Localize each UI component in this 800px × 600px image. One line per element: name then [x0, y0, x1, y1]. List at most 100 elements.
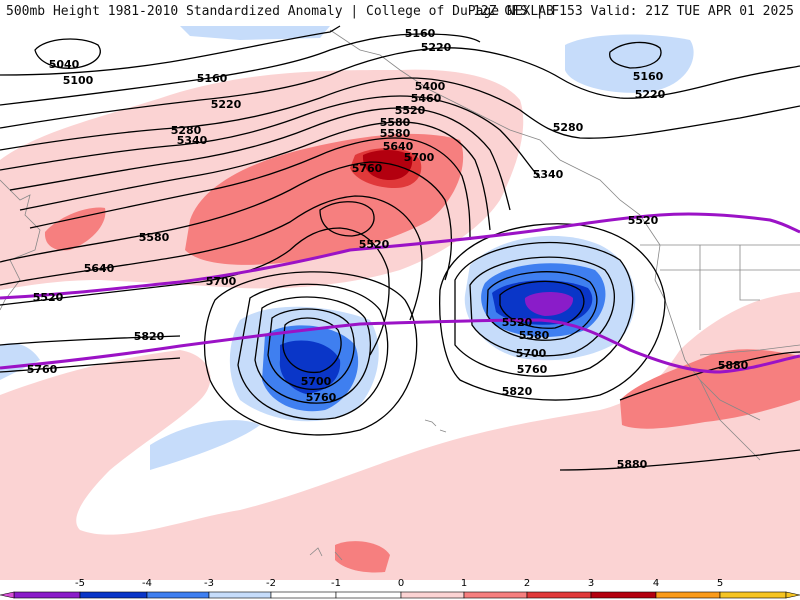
- contour-5040: [34, 38, 101, 69]
- contour-5760-south: [0, 357, 181, 373]
- colorbar-segment: [335, 591, 402, 599]
- contour-5760-east: [454, 241, 634, 377]
- shade-neg1-ne: [565, 34, 694, 93]
- contour-5700: [0, 227, 390, 356]
- shade-pos1-japan: [0, 190, 45, 270]
- contour-5640: [0, 195, 423, 321]
- shade-pos2-small: [335, 541, 390, 573]
- colorbar-tick-label: -2: [266, 578, 276, 589]
- contour-label: 5220: [635, 88, 666, 101]
- contour-label: 5160: [197, 72, 228, 85]
- contour-5340: [0, 95, 541, 179]
- coast-na-west: [639, 214, 761, 421]
- colorbar-segment: [79, 591, 148, 599]
- colorbar-segment: [208, 591, 272, 599]
- shade-neg1-tail: [150, 420, 260, 470]
- contour-label: 5340: [177, 134, 208, 147]
- colorbar-tick-label: 0: [398, 578, 404, 589]
- contour-5400: [9, 107, 511, 211]
- colorbar-tick-label: -4: [142, 578, 152, 589]
- map-valid-time: 12Z GFS | F153 Valid: 21Z TUE APR 01 202…: [473, 4, 794, 19]
- hawaii: [424, 419, 447, 433]
- contour-5640-east: [486, 271, 598, 341]
- contour-5580-center: [282, 317, 342, 373]
- contour-5880-east: [619, 351, 800, 401]
- contour-5220: [0, 47, 800, 129]
- colorbar: -5 -4 -3 -2 -1 0 1 2 3 4 5: [0, 578, 800, 599]
- contour-label: 5280: [171, 124, 202, 137]
- height-contours: [0, 25, 800, 471]
- coast-baja: [699, 379, 761, 461]
- colorbar-tick-label: 1: [461, 578, 467, 589]
- contour-5700-center: [254, 296, 372, 404]
- contour-5520-labels: 5520 5520 5520 5520: [33, 214, 659, 329]
- contour-label: 5700: [301, 375, 332, 388]
- land-outlines: [0, 29, 800, 561]
- contour-label: 5820: [134, 330, 165, 343]
- contour-label: 5880: [617, 458, 648, 471]
- contour-5700-east: [469, 256, 615, 357]
- colorbar-tick-label: 3: [588, 578, 594, 589]
- contour-5820-south: [0, 335, 181, 346]
- contour-5160-w: [0, 33, 481, 106]
- contour-5460: [19, 121, 491, 231]
- contour-5820-center: [203, 271, 418, 436]
- contour-label: 5280: [553, 121, 584, 134]
- contour-label: 5220: [421, 41, 452, 54]
- shade-neg3-center: [279, 340, 341, 394]
- shade-pos2-japan: [44, 207, 106, 251]
- colorbar-segment: [526, 591, 592, 599]
- contour-label: 5040: [49, 58, 80, 71]
- contour-5280: [0, 77, 800, 151]
- contour-label: 5760: [27, 363, 58, 376]
- shade-pos4-core: [362, 149, 413, 180]
- shade-neg1-nw: [180, 26, 330, 40]
- colorbar-segment: [463, 591, 528, 599]
- colorbar-segment: [270, 591, 337, 599]
- shade-pos2-east: [620, 349, 800, 429]
- island-south: [309, 547, 343, 561]
- contour-label: 5580: [519, 329, 550, 342]
- contour-label: 5700: [516, 347, 547, 360]
- colorbar-segment: [13, 591, 81, 599]
- contour-5520-inner: [29, 137, 471, 241]
- contour-5880-south: [559, 449, 800, 471]
- colorbar-tick-label: 2: [524, 578, 530, 589]
- purple-line-south: [0, 318, 800, 374]
- border-state-c: [739, 245, 760, 301]
- contour-label: 5400: [415, 80, 446, 93]
- contour-5520-label: 5520: [359, 238, 390, 251]
- purple-line-main: [0, 212, 800, 300]
- map-title: 500mb Height 1981-2010 Standardized Anom…: [6, 4, 554, 19]
- colorbar-tick-label: -5: [75, 578, 85, 589]
- colorbar-tick-label: -1: [331, 578, 341, 589]
- colorbar-segment: [719, 591, 787, 599]
- contour-label: 5880: [718, 359, 749, 372]
- colorbar-segment: [655, 591, 721, 599]
- contour-label: 5580: [139, 231, 170, 244]
- coast-asia: [0, 179, 41, 311]
- colorbar-segment: [146, 591, 210, 599]
- contour-5520-purple: [0, 212, 800, 374]
- colorbar-segment: [590, 591, 657, 599]
- map-header: 500mb Height 1981-2010 Standardized Anom…: [0, 0, 800, 24]
- colorbar-tick-label: 4: [653, 578, 659, 589]
- contour-label: 5520: [395, 104, 426, 117]
- contour-5760-low: [319, 201, 375, 237]
- border-mexico: [699, 344, 800, 356]
- contour-label: 5640: [383, 140, 414, 153]
- contour-5760-center: [237, 283, 389, 420]
- contour-label: 5340: [533, 168, 564, 181]
- contour-5640-center: [267, 308, 355, 390]
- contour-5100: [0, 25, 341, 76]
- coast-alaska: [329, 29, 641, 216]
- colorbar-segment: [400, 591, 465, 599]
- contour-5520-label: 5520: [33, 291, 64, 304]
- contour-label: 5700: [206, 275, 237, 288]
- contour-label: 5700: [404, 151, 435, 164]
- contour-label: 5820: [502, 385, 533, 398]
- contour-label: 5580: [380, 116, 411, 129]
- contour-label: 5460: [411, 92, 442, 105]
